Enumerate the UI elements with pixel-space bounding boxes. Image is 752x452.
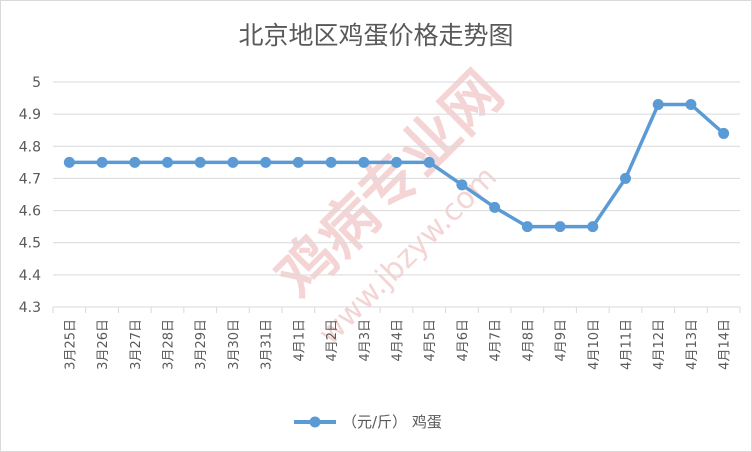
y-axis-ticks: 4.3 4.4 4.5 4.6 4.7 4.8 4.9 5 — [19, 75, 41, 316]
x-tick-label: 3月30日 — [227, 319, 242, 370]
y-tick-label: 4.9 — [19, 107, 41, 123]
data-point — [194, 156, 206, 168]
y-tick-label: 4.4 — [19, 268, 41, 284]
x-tick-label: 4月13日 — [685, 319, 700, 370]
y-tick-label: 4.7 — [19, 171, 41, 187]
data-point — [260, 156, 272, 168]
x-tick-label: 4月4日 — [391, 319, 406, 362]
y-tick-label: 4.3 — [19, 300, 41, 316]
x-tick-label: 4月2日 — [325, 319, 340, 362]
x-tick-label: 4月6日 — [456, 319, 471, 362]
data-point — [63, 156, 75, 168]
data-point — [620, 172, 631, 184]
x-tick-label: 3月31日 — [260, 319, 275, 370]
data-point — [391, 156, 402, 168]
x-tick-label: 3月27日 — [129, 319, 144, 370]
x-tick-label: 3月29日 — [194, 319, 209, 370]
data-point — [423, 156, 435, 168]
y-tick-label: 5 — [32, 75, 41, 91]
data-point — [325, 156, 337, 168]
y-tick-label: 4.8 — [19, 139, 41, 155]
x-tick-label: 3月26日 — [96, 319, 111, 370]
data-point — [652, 99, 664, 110]
data-point — [489, 201, 501, 213]
x-tick-label: 4月12日 — [652, 319, 667, 370]
data-point — [292, 156, 304, 168]
data-point — [129, 156, 141, 168]
grid — [52, 81, 741, 313]
legend: （元/斤） 鸡蛋 — [294, 413, 442, 431]
x-tick-label: 4月5日 — [423, 319, 438, 362]
x-tick-label: 4月1日 — [292, 319, 307, 362]
x-tick-label: 4月14日 — [718, 319, 733, 370]
x-tick-label: 3月25日 — [63, 319, 78, 370]
x-tick-label: 4月7日 — [489, 319, 504, 362]
data-point — [456, 179, 468, 191]
x-tick-label: 4月9日 — [554, 319, 569, 362]
y-tick-label: 4.6 — [19, 204, 41, 220]
x-axis-ticks: 3月25日 3月26日 3月27日 3月28日 3月29日 3月30日 3月31日 4月1日 4… — [63, 319, 732, 370]
x-tick-label: 4月3日 — [358, 319, 373, 362]
data-point — [587, 221, 599, 233]
chart-title: 北京地区鸡蛋价格走势图 — [238, 21, 513, 50]
series-eggs — [63, 99, 730, 233]
x-tick-label: 4月10日 — [587, 319, 602, 370]
data-point — [685, 99, 697, 110]
x-tick-label: 3月28日 — [162, 319, 177, 370]
legend-label: （元/斤） 鸡蛋 — [342, 413, 442, 431]
data-point — [718, 127, 730, 139]
data-point — [162, 156, 173, 168]
x-tick-label: 4月11日 — [620, 319, 635, 370]
legend-marker — [309, 416, 321, 428]
data-point — [96, 156, 108, 168]
data-point — [227, 156, 239, 168]
data-point — [521, 221, 533, 233]
data-point — [358, 156, 370, 168]
data-point — [554, 221, 566, 233]
x-tick-label: 4月8日 — [521, 319, 536, 362]
y-tick-label: 4.5 — [19, 236, 41, 252]
